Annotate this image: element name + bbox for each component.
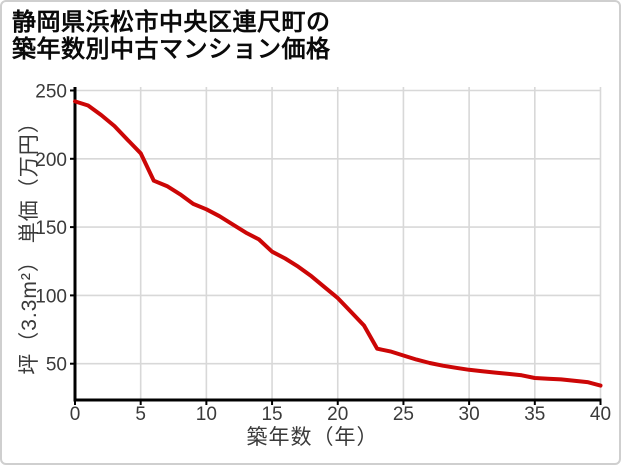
y-tick-label-150: 150 [35,218,67,239]
chart-title: 静岡県浜松市中央区連尺町の 築年数別中古マンション価格 [12,9,331,63]
x-tick-label-0: 0 [70,404,81,425]
x-tick-label-35: 35 [524,404,545,425]
x-tick-label-25: 25 [393,404,414,425]
x-tick-label-20: 20 [327,404,348,425]
x-tick-label-30: 30 [459,404,480,425]
vertical-gridlines [139,87,602,400]
y-axis-title: 坪（3.3m²） 単価（万円） [18,111,41,375]
y-tick-label-50: 50 [46,355,67,376]
x-tick-label-40: 40 [590,404,611,425]
y-tick-label-250: 250 [35,82,67,103]
x-axis-title: 築年数（年） [246,426,379,449]
y-tick-labels: 50 100 150 200 250 [35,82,67,376]
y-tick-label-200: 200 [35,150,67,171]
chart-title-line1: 静岡県浜松市中央区連尺町の [12,9,331,36]
x-tick-label-10: 10 [196,404,217,425]
x-tick-labels: 0 5 10 15 20 25 30 35 40 [70,404,611,425]
price-line [73,99,603,388]
axis-tick-marks [70,89,602,405]
x-tick-label-15: 15 [261,404,282,425]
y-tick-label-100: 100 [35,286,67,307]
horizontal-gridlines [75,89,601,365]
x-tick-label-5: 5 [135,404,146,425]
chart-title-line2: 築年数別中古マンション価格 [12,36,331,63]
